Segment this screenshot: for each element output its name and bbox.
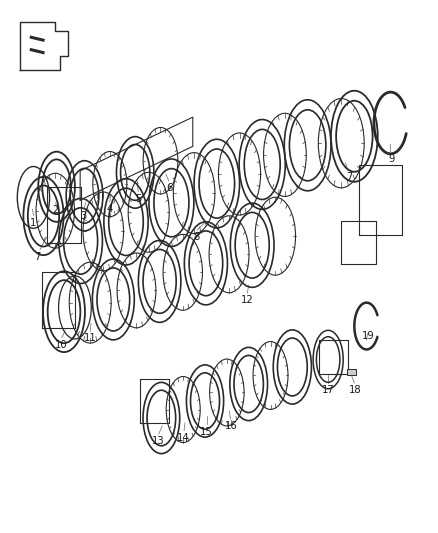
Text: 5: 5 [135, 193, 141, 204]
Text: 10: 10 [55, 340, 67, 350]
Text: 3: 3 [81, 211, 87, 221]
Text: 1: 1 [29, 217, 36, 228]
Text: 4: 4 [107, 204, 113, 214]
Text: 18: 18 [349, 385, 361, 395]
Text: 17: 17 [322, 385, 335, 395]
Text: 12: 12 [240, 295, 253, 305]
Text: 11: 11 [83, 334, 96, 343]
Text: 7: 7 [346, 172, 352, 182]
Text: 8: 8 [193, 232, 199, 243]
Text: 19: 19 [362, 332, 374, 341]
Bar [347, 368, 356, 375]
Text: 13: 13 [152, 436, 164, 446]
Text: 6: 6 [166, 183, 173, 193]
Text: 15: 15 [200, 426, 213, 437]
Text: 2: 2 [53, 205, 59, 215]
Text: 7: 7 [35, 252, 41, 262]
Text: 9: 9 [388, 154, 395, 164]
Text: 14: 14 [177, 433, 190, 443]
Text: 16: 16 [224, 421, 237, 431]
